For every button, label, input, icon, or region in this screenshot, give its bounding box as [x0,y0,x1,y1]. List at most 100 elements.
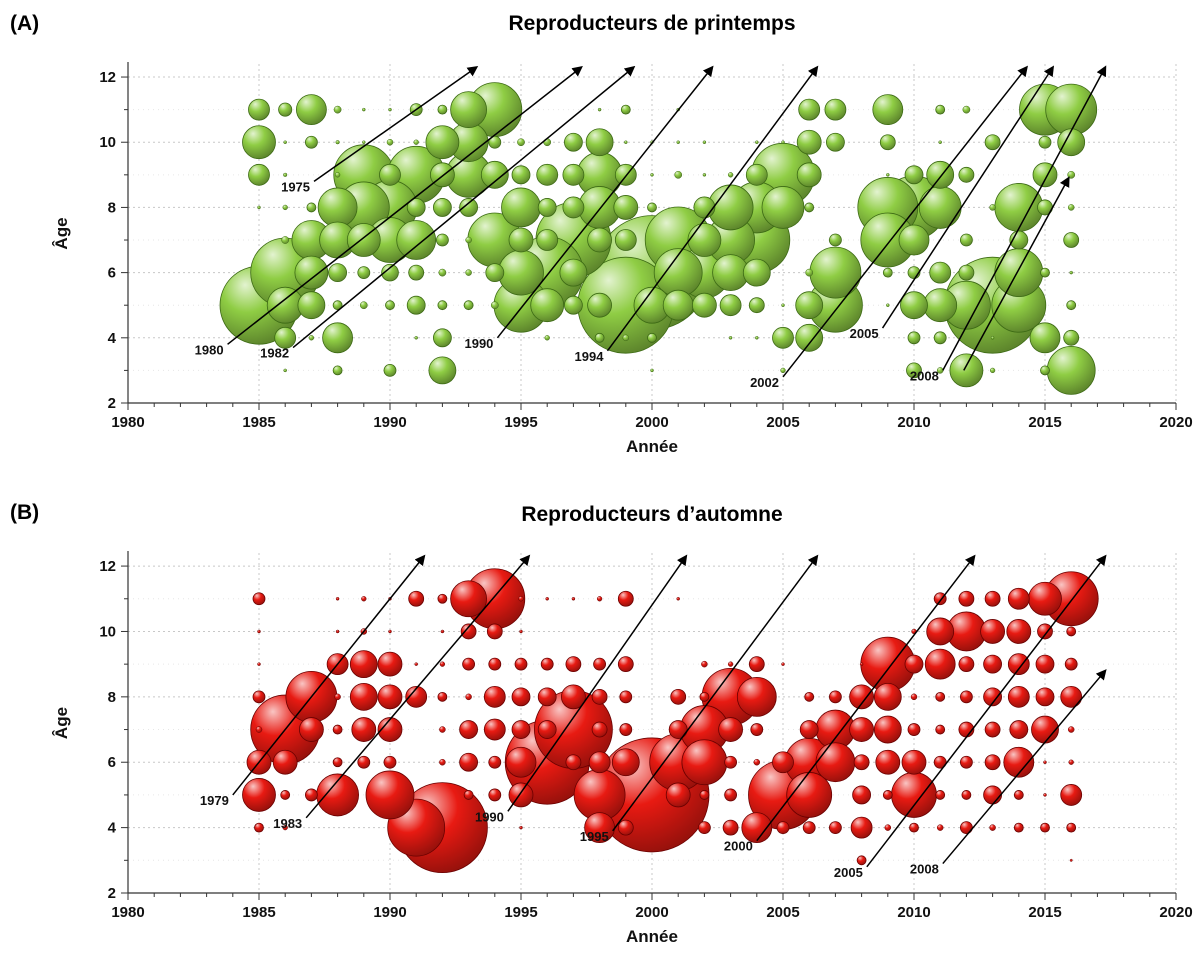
bubble-point [989,824,996,831]
bubble-point [248,163,270,186]
bubble-point [1007,653,1030,676]
bubble-point [308,335,315,341]
bubble-point [891,772,937,818]
bubble-point [989,367,996,374]
bubble-point [536,229,559,251]
bubble-point [961,790,972,800]
y-tick-label: 4 [108,330,117,347]
bubble-point [278,102,293,117]
bubble-point [699,691,710,702]
x-axis-title: Année [626,927,678,946]
bubble-point [674,170,683,179]
bubble-point [984,134,1001,151]
bubble-point [439,661,446,667]
bubble-point [406,295,426,315]
bubble-point [334,693,341,701]
bubble-point [317,187,358,228]
bubble-point [1028,581,1062,616]
cohort-arrow [881,65,1055,329]
cohort-label: 2002 [750,375,779,390]
bubble-point [561,684,586,710]
bubble-point [898,224,930,256]
bubble-point [736,676,777,717]
cohort-arrow [866,554,1107,868]
bubble-point [322,322,354,354]
bubble-point [257,662,261,666]
y-tick-label: 8 [108,689,116,706]
bubble-point [1007,587,1030,610]
bubble-point [748,656,765,673]
bubble-point [587,292,612,318]
x-axis-title: Année [626,437,678,456]
bubble-point [439,726,446,733]
bubble-point [388,107,392,112]
bubble-point [1066,300,1077,311]
x-tick-label: 1985 [242,904,275,921]
bubble-point [383,755,397,769]
bubble-point [248,98,270,121]
x-tick-label: 2020 [1159,904,1192,921]
bubble-point [1064,657,1078,671]
bubble-point [802,821,816,835]
bubble-point [718,717,743,742]
bubble-point [719,294,742,317]
bubble-point [514,657,528,671]
bubble-point [408,590,425,607]
bubble-point [722,819,739,836]
bubble-point [923,288,958,323]
bubble-point [571,597,576,601]
bubble-point [381,263,399,282]
bubble-point [335,140,340,145]
bubble-point [282,204,288,211]
bubble-point [359,301,368,310]
bubble-point [906,362,922,379]
bubble-point [886,303,890,307]
bubble-point [904,654,924,674]
bubble-point [357,755,371,769]
bubble-point [537,198,557,217]
bubble-point [282,824,288,831]
bubble-point [252,690,266,704]
bubble-point [435,233,449,247]
bubble-point [699,790,710,800]
bubble-point [611,748,640,777]
bubble-point [1003,746,1035,778]
bubble-point [909,822,919,833]
cohort-label: 1990 [464,336,493,351]
panel-b-title: Reproducteurs d’automne [521,503,783,526]
bubble-point [332,757,343,768]
bubble-point [781,140,785,144]
bubble-point [681,739,728,786]
bubble-point [824,98,847,121]
bubble-point [465,693,472,701]
bubble-point [1060,685,1083,708]
bubble-point [742,258,771,287]
bubble-point [425,125,460,160]
bubble-point [958,264,975,281]
bubble-point [741,812,773,844]
bubble-point [935,724,946,735]
bubble-point [490,301,499,310]
x-tick-label: 1985 [242,414,275,431]
y-tick-label: 6 [108,754,116,771]
bubble-point [1067,726,1075,733]
cohort-arrow [232,554,426,796]
bubble-point [1038,135,1052,149]
bubble-point [929,261,952,284]
bubble-point [958,656,975,673]
bubble-point [795,291,824,320]
bubble-point [544,335,550,341]
bubble-point [437,691,448,702]
x-tick-label: 2020 [1159,414,1192,431]
bubble-point [432,198,452,217]
cohort-arrow [963,176,1070,371]
bubble-point [591,721,608,738]
bubble-point [884,824,892,831]
bubble-point [519,629,523,634]
bubble-point [377,651,403,677]
y-axis-title: Âge [52,707,71,739]
bubble-point [805,268,814,277]
bubble-point [362,107,366,112]
bubble-point [829,233,842,247]
cohort-arrows: 1979 1983 1990 1995 2000 2005 2008 [200,554,1107,880]
